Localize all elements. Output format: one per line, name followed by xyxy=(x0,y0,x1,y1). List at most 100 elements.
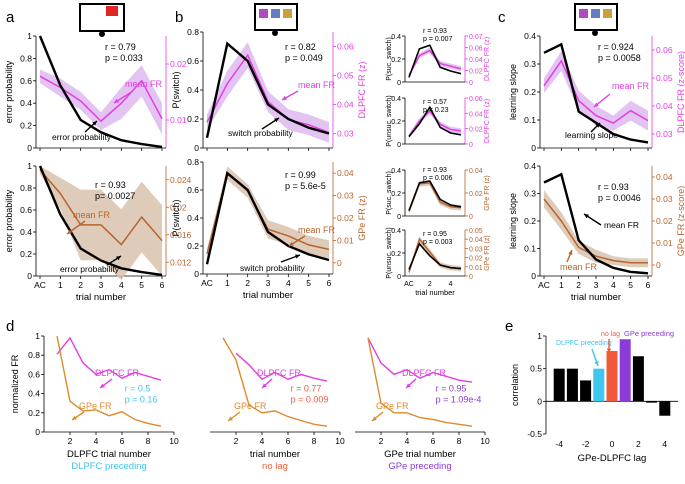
y-tick-label: 0.2 xyxy=(391,191,401,198)
plot-c_bot: 0 0.1 0.2 0.3 0.4 0 0.01 0.02 0.03 0.04 AC 1 2 3 4 5 6 r … xyxy=(508,161,685,303)
x-tick-label: -4 xyxy=(555,439,563,449)
y2-tick-label: 0.04 xyxy=(337,100,354,110)
y-tick-label: 0.8 xyxy=(187,27,199,37)
y2-tick-label: 0.012 xyxy=(170,257,192,267)
behavior-line xyxy=(38,165,163,277)
y2-tick-label: 0 xyxy=(469,80,473,87)
y-tick-label: 0.2 xyxy=(187,241,199,251)
stat-p: p = 0.003 xyxy=(423,239,452,246)
x-tick-label: 10 xyxy=(169,436,179,446)
y-tick-label: 0.6 xyxy=(187,56,199,66)
label-mean-fr: mean FR xyxy=(298,80,336,90)
y2-tick-label: 0.04 xyxy=(656,101,673,111)
label-error-prob: error probability xyxy=(52,132,112,142)
behavior-line xyxy=(408,44,462,78)
y2-axis-label: GPe FR (z) xyxy=(357,195,367,241)
y-axis-label: P(unsuc. switch) xyxy=(386,95,393,146)
stat-r: r = 0.79 xyxy=(105,42,136,52)
y-tick-label: 0.2 xyxy=(524,87,536,97)
y-tick-label: 0.4 xyxy=(524,31,536,41)
label-gpe-fr: GPe FR xyxy=(234,401,267,411)
y2-tick-label: 0.05 xyxy=(656,73,673,83)
y-tick-label: 0 xyxy=(27,271,32,281)
error-band xyxy=(207,42,329,143)
label-mean-fr: mean FR xyxy=(73,210,111,220)
label-switch-prob: switch probability xyxy=(240,263,305,273)
y-tick-label: 0.6 xyxy=(20,205,32,215)
y-tick-label: 0.4 xyxy=(20,227,32,237)
y-axis-label: P(suc. switch) xyxy=(386,171,393,215)
y-tick-label: 0.4 xyxy=(20,98,32,108)
stat-p: p = 0.16 xyxy=(125,395,158,405)
y2-tick-label: 0.03 xyxy=(469,246,483,253)
stat-p: p= 0.0027 xyxy=(95,191,135,201)
y-tick-label: 0 xyxy=(397,80,401,87)
y-tick-label: 0.5 xyxy=(530,364,542,374)
label-mean-fr: mean FR xyxy=(125,79,163,89)
series-dlpfc-fr xyxy=(235,352,328,382)
x-tick-label: 6 xyxy=(431,436,436,446)
y-tick-label: 1 xyxy=(27,161,32,171)
plot-a_top: 0 0.2 0.4 0.6 0.8 1 0.01 0.02 r = 0.79p = 0.033 e… xyxy=(4,31,187,153)
x-tick-label: 8 xyxy=(146,436,151,446)
y-tick-label: 0 xyxy=(194,269,199,279)
error-band xyxy=(544,50,648,131)
y-tick-label: 1 xyxy=(35,331,40,341)
behavior-line xyxy=(408,242,462,270)
lag-label: GPe preceding xyxy=(388,461,451,472)
error-band xyxy=(409,180,461,215)
error-band xyxy=(40,65,162,135)
y-tick-label: 0.2 xyxy=(391,251,401,258)
y2-tick-label: 0.04 xyxy=(469,168,483,175)
x-tick-label: 2 xyxy=(636,439,641,449)
stat-r: r = 0.93 xyxy=(598,182,629,192)
y-tick-label: 0.4 xyxy=(187,213,199,223)
y-tick-label: 0.8 xyxy=(20,53,32,63)
y2-tick-label: 0.02 xyxy=(170,202,187,212)
x-tick-label: 2 xyxy=(245,278,250,288)
y2-tick-label: 0.02 xyxy=(469,191,483,198)
y2-tick-label: 0.01 xyxy=(337,235,354,245)
y-tick-label: 0.6 xyxy=(20,76,32,86)
x-tick-label: 0 xyxy=(610,439,615,449)
y-tick-label: 0 xyxy=(194,143,199,153)
y-tick-label: 0.4 xyxy=(187,85,199,95)
x-tick-label: 2 xyxy=(379,436,384,446)
label-dlpfc-fr: DLPFC FR xyxy=(95,368,140,378)
y2-tick-label: 0.06 xyxy=(337,42,354,52)
y-tick-label: 0.4 xyxy=(391,96,401,103)
x-tick-label: 4 xyxy=(286,278,291,288)
y-tick-label: 1 xyxy=(27,31,32,41)
y-tick-label: 0.4 xyxy=(391,168,401,175)
annotation-no-lag: no lag xyxy=(601,331,620,338)
arrow-learning-slope-head xyxy=(595,123,600,128)
y2-tick-label: 0.02 xyxy=(337,213,354,223)
y-axis-label: normalized FR xyxy=(10,354,20,413)
bar-lag--3 xyxy=(566,368,578,402)
arrow-error-prob-head xyxy=(92,121,97,126)
lag-label: no lag xyxy=(262,461,288,472)
stat-r: r = 0.82 xyxy=(285,42,316,52)
x-tick-label: 6 xyxy=(160,280,165,290)
x-tick-label: 3 xyxy=(266,278,271,288)
y2-tick-label: 0.04 xyxy=(656,172,673,182)
arrow-switch-prob-head xyxy=(295,254,300,259)
error-band xyxy=(409,236,461,276)
x-tick-label: 6 xyxy=(120,436,125,446)
bar-lag--2 xyxy=(580,380,592,402)
y2-tick-label: 0.04 xyxy=(337,168,354,178)
x-tick-label: 1 xyxy=(58,280,63,290)
x-tick-label: 1 xyxy=(225,278,230,288)
x-tick-label: 10 xyxy=(335,436,345,446)
arrow-dlpfc-fr-head xyxy=(100,383,105,388)
label-learning-slope: learning slope xyxy=(565,130,618,140)
annotation-dlpfc-preceding: DLPFC preceding xyxy=(556,340,612,347)
mean-fr-line xyxy=(408,182,462,212)
x-axis-label: trial number xyxy=(76,292,126,303)
x-tick-label: 6 xyxy=(646,280,651,290)
y-axis-label: correlation xyxy=(510,364,520,406)
stat-r: r = 0.95 xyxy=(423,231,447,238)
stat-p: p = 0.0058 xyxy=(598,53,641,63)
stat-r: r = 0.57 xyxy=(423,99,447,106)
